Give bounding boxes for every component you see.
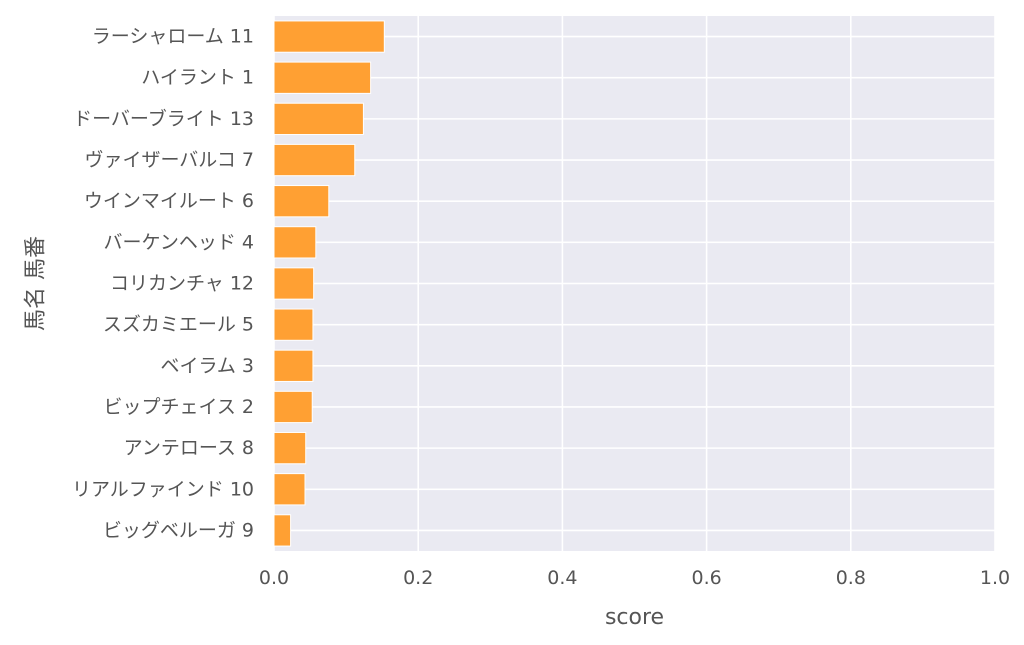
y-tick-label: ウインマイルート 6 [84,190,254,212]
y-tick-label: ビッグベルーガ 9 [103,519,254,541]
x-tick-label: 0.2 [403,567,433,589]
x-tick-label: 0.4 [547,567,577,589]
x-tick-label: 0.0 [259,567,289,589]
y-tick-label: ラーシャローム 11 [92,26,254,48]
bar [273,431,307,465]
x-axis-label: score [605,605,664,630]
bar [273,102,364,136]
y-tick-label: ベイラム 3 [160,355,254,377]
bar [273,514,292,547]
x-tick-label: 0.6 [691,567,721,589]
y-tick-label: バーケンヘッド 4 [103,231,254,253]
y-tick-labels: ラーシャローム 11 ハイラント 1 ドーバーブライト 13 ヴァイザーバルコ 7 ウイ… [72,26,254,542]
y-tick-label: ドーバーブライト 13 [73,107,254,130]
bars [273,20,385,547]
y-axis-label: 馬名 馬番 [24,236,49,331]
y-tick-label: スズカミエール 5 [103,314,254,336]
y-tick-label: アンテロース 8 [124,437,254,459]
bar [273,267,315,300]
grid-lines [273,16,996,551]
x-tick-label: 0.8 [836,567,866,589]
y-tick-label: リアルファインド 10 [72,478,254,500]
bar [273,226,317,259]
bar [273,20,385,53]
x-tick-label: 1.0 [980,567,1010,589]
y-tick-label: コリカンチャ 12 [110,273,254,295]
bar [273,143,356,177]
bar [273,473,306,506]
y-tick-label: ヴァイザーバルコ 7 [84,149,254,171]
bar [273,308,314,341]
bar [273,390,313,424]
y-tick-label: ビップチェイス 2 [103,396,254,418]
bar [273,185,330,218]
bar [273,349,314,382]
y-tick-label: ハイラント 1 [141,67,254,89]
bar [273,61,372,94]
x-tick-labels: 0.0 0.2 0.4 0.6 0.8 1.0 [259,567,1010,589]
